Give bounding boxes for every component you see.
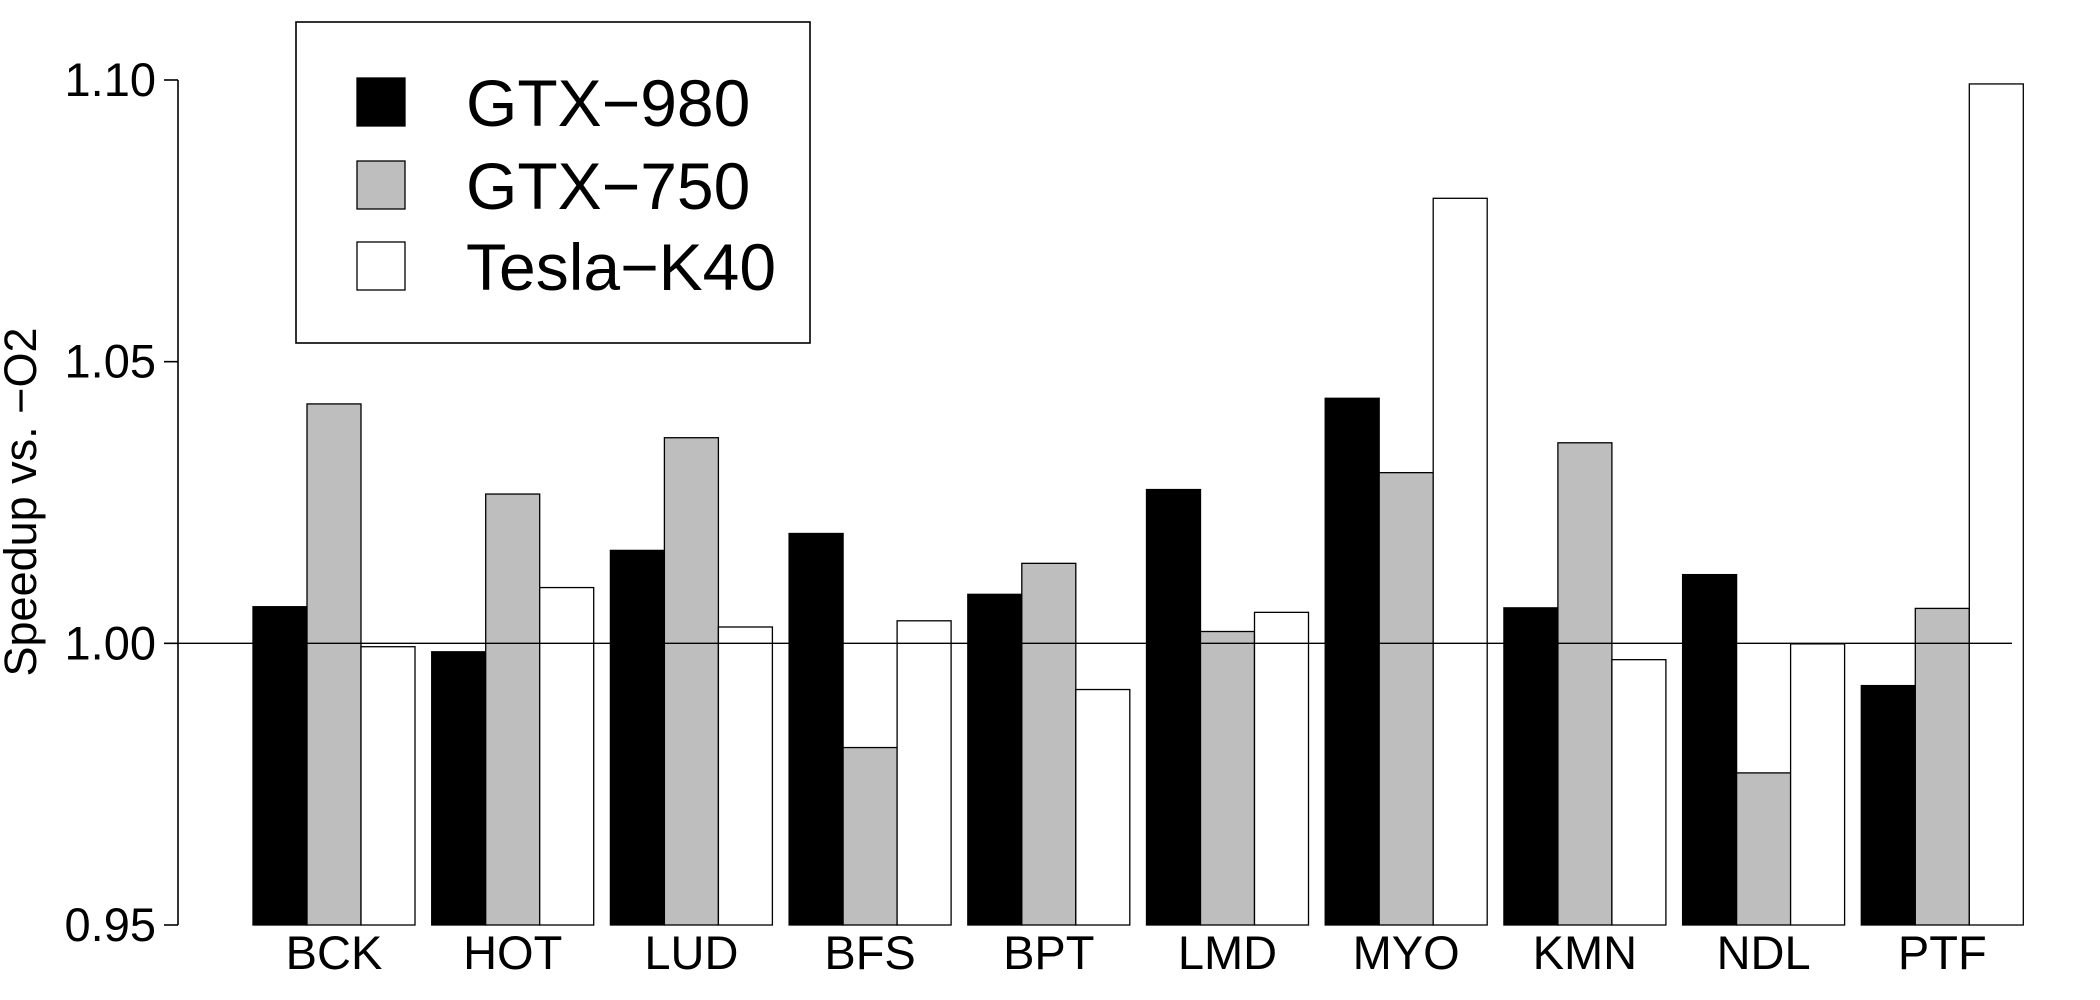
bar-ndl-gtx-980 — [1681, 573, 1738, 926]
bar-kmn-gtx-750 — [1557, 442, 1613, 926]
bar-lud-tesla-k40 — [717, 626, 774, 926]
y-tick-labels: 0.95 1.00 1.05 1.10 — [65, 53, 156, 951]
y-axis-label: Speedup vs. −O2 — [0, 328, 46, 677]
bar-ptf-gtx-980 — [1860, 684, 1916, 926]
legend-label-gtx-980: GTX−980 — [466, 66, 750, 140]
y-tick-label: 1.05 — [65, 335, 156, 388]
bar-bck-gtx-750 — [306, 403, 362, 926]
y-tick-label: 0.95 — [65, 898, 156, 951]
y-tick-label: 1.00 — [65, 616, 156, 669]
bar-kmn-gtx-980 — [1503, 607, 1559, 926]
bar-bfs-tesla-k40 — [896, 620, 952, 926]
bar-kmn-tesla-k40 — [1611, 659, 1667, 926]
legend-label-gtx-750: GTX−750 — [466, 149, 750, 223]
bar-lmd-tesla-k40 — [1253, 611, 1310, 926]
bar-hot-tesla-k40 — [539, 586, 595, 926]
x-tick-labels: BCK HOT LUD BFS BPT LMD MYO KMN NDL PTF — [286, 926, 1987, 979]
bar-myo-tesla-k40 — [1432, 197, 1488, 926]
x-tick-label: LUD — [644, 926, 738, 979]
x-tick-label: PTF — [1898, 926, 1987, 979]
x-tick-label: NDL — [1717, 926, 1811, 979]
y-tick-label: 1.10 — [65, 53, 156, 106]
bar-hot-gtx-750 — [485, 493, 541, 926]
x-tick-label: LMD — [1178, 926, 1277, 979]
bar-bck-gtx-980 — [252, 606, 308, 926]
bar-lud-gtx-750 — [663, 437, 720, 926]
bar-bfs-gtx-750 — [842, 746, 898, 926]
bar-ndl-tesla-k40 — [1789, 643, 1846, 926]
bar-bck-tesla-k40 — [360, 646, 416, 926]
bar-lmd-gtx-750 — [1199, 630, 1256, 926]
bar-hot-gtx-980 — [431, 651, 487, 926]
bar-myo-gtx-750 — [1378, 471, 1434, 926]
legend-swatch-gtx-750 — [356, 160, 406, 210]
x-tick-label: HOT — [463, 926, 562, 979]
x-tick-label: KMN — [1533, 926, 1637, 979]
bar-ptf-tesla-k40 — [1968, 83, 2024, 926]
bar-lmd-gtx-980 — [1145, 488, 1202, 926]
bar-myo-gtx-980 — [1324, 397, 1380, 926]
legend-label-tesla-k40: Tesla−K40 — [466, 230, 776, 304]
bar-lud-gtx-980 — [609, 549, 666, 926]
bar-bpt-gtx-750 — [1021, 562, 1077, 926]
bar-ndl-gtx-750 — [1735, 772, 1792, 926]
bar-bpt-gtx-980 — [967, 593, 1023, 926]
x-tick-label: MYO — [1353, 926, 1460, 979]
legend-swatch-tesla-k40 — [356, 241, 406, 291]
y-axis — [164, 79, 179, 926]
bar-ptf-gtx-750 — [1914, 607, 1970, 926]
legend-swatch-gtx-980 — [356, 77, 406, 127]
x-tick-label: BCK — [286, 926, 383, 979]
x-tick-label: BPT — [1003, 926, 1094, 979]
x-tick-label: BFS — [824, 926, 915, 979]
bar-bpt-tesla-k40 — [1075, 688, 1131, 926]
bar-bfs-gtx-980 — [788, 532, 844, 926]
